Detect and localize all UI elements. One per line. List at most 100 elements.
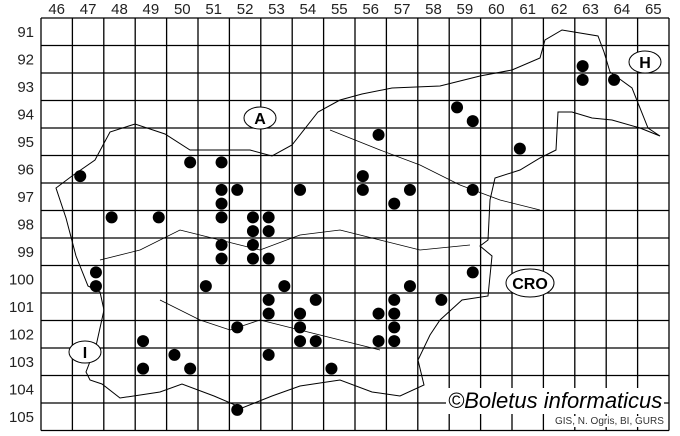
river xyxy=(99,229,471,261)
record-dot xyxy=(356,183,369,196)
record-dot xyxy=(184,156,197,169)
column-label: 60 xyxy=(488,1,505,18)
record-dot xyxy=(89,266,102,279)
record-dot xyxy=(215,252,228,265)
record-dot xyxy=(294,307,307,320)
column-label: 61 xyxy=(519,1,536,18)
row-label: 94 xyxy=(17,106,34,123)
record-dot xyxy=(294,335,307,348)
record-dot xyxy=(403,280,416,293)
grid-labels: 46 47 48 49 50 51 52 53 54 55 56 57 58 59 60 61 62 63 64 65… xyxy=(9,1,662,426)
row-label: 102 xyxy=(9,326,34,343)
record-dot xyxy=(262,252,275,265)
record-dot xyxy=(372,335,385,348)
row-label: 104 xyxy=(9,381,34,398)
record-dot xyxy=(309,293,322,306)
column-label: 49 xyxy=(143,1,160,18)
river xyxy=(329,129,541,211)
record-dot xyxy=(403,183,416,196)
record-dot xyxy=(168,348,181,361)
record-dots xyxy=(74,60,621,416)
label-austria: A xyxy=(243,106,277,130)
record-dot xyxy=(199,280,212,293)
record-dot xyxy=(262,211,275,224)
hungary-label: H xyxy=(639,55,651,72)
record-dot xyxy=(466,266,479,279)
record-dot xyxy=(576,73,589,86)
record-dot xyxy=(372,128,385,141)
column-label: 58 xyxy=(425,1,442,18)
record-dot xyxy=(262,225,275,238)
column-label: 62 xyxy=(551,1,568,18)
record-dot xyxy=(372,307,385,320)
row-label: 97 xyxy=(17,189,34,206)
row-label: 93 xyxy=(17,79,34,96)
column-label: 54 xyxy=(300,1,317,18)
record-dot xyxy=(231,403,244,416)
record-dot xyxy=(215,197,228,210)
column-label: 48 xyxy=(111,1,128,18)
row-label: 98 xyxy=(17,216,34,233)
record-dot xyxy=(388,335,401,348)
row-label: 103 xyxy=(9,354,34,371)
italy-label: I xyxy=(83,345,87,362)
row-label: 96 xyxy=(17,161,34,178)
record-dot xyxy=(466,183,479,196)
record-dot xyxy=(262,307,275,320)
record-dot xyxy=(576,60,589,73)
river xyxy=(159,299,381,351)
column-label: 57 xyxy=(394,1,411,18)
record-dot xyxy=(246,252,259,265)
label-croatia: CRO xyxy=(505,268,555,298)
column-label: 63 xyxy=(582,1,599,18)
record-dot xyxy=(231,183,244,196)
country-border xyxy=(55,29,661,409)
record-dot xyxy=(105,211,118,224)
record-dot xyxy=(246,238,259,251)
column-label: 56 xyxy=(362,1,379,18)
record-dot xyxy=(215,238,228,251)
record-dot xyxy=(231,321,244,334)
record-dot xyxy=(74,170,87,183)
record-dot xyxy=(608,73,621,86)
grid-lines xyxy=(40,17,670,432)
record-dot xyxy=(388,293,401,306)
record-dot xyxy=(137,362,150,375)
column-label: 65 xyxy=(645,1,662,18)
column-label: 53 xyxy=(268,1,285,18)
austria-label: A xyxy=(254,111,266,128)
record-dot xyxy=(184,362,197,375)
column-label: 47 xyxy=(80,1,97,18)
row-label: 101 xyxy=(9,299,34,316)
record-dot xyxy=(513,142,526,155)
column-label: 55 xyxy=(331,1,348,18)
record-dot xyxy=(215,211,228,224)
slovenia-border xyxy=(55,29,661,409)
record-dot xyxy=(152,211,165,224)
column-label: 51 xyxy=(205,1,222,18)
record-dot xyxy=(388,321,401,334)
row-label: 99 xyxy=(17,244,34,261)
label-hungary: H xyxy=(628,50,662,74)
record-dot xyxy=(89,280,102,293)
record-dot xyxy=(215,183,228,196)
row-label: 100 xyxy=(9,271,34,288)
croatia-label: CRO xyxy=(512,276,548,293)
record-dot xyxy=(137,335,150,348)
record-dot xyxy=(451,101,464,114)
column-label: 52 xyxy=(237,1,254,18)
record-dot xyxy=(325,362,338,375)
record-dot xyxy=(278,280,291,293)
label-italy: I xyxy=(68,340,102,364)
column-label: 46 xyxy=(48,1,65,18)
record-dot xyxy=(246,225,259,238)
credit-text: GIS, N. Ogris, BI, GURS xyxy=(553,416,666,427)
copyright-text: ©Boletus informaticus xyxy=(446,388,665,414)
column-label: 50 xyxy=(174,1,191,18)
row-label: 92 xyxy=(17,51,34,68)
row-label: 91 xyxy=(17,24,34,41)
record-dot xyxy=(294,321,307,334)
record-dot xyxy=(262,348,275,361)
